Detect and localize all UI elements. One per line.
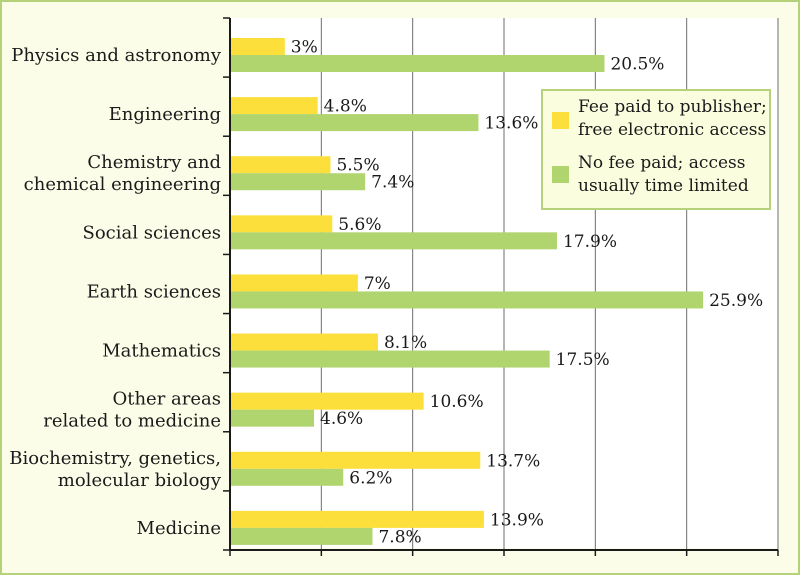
data-label: 5.6% xyxy=(338,215,381,235)
data-label: 13.6% xyxy=(484,114,538,134)
legend-line: No fee paid; access xyxy=(578,153,746,173)
category-label-line: Earth sciences xyxy=(87,281,221,302)
data-label: 6.2% xyxy=(349,468,392,488)
category-label-line: chemical engineering xyxy=(24,174,221,195)
category-label-line: Social sciences xyxy=(82,222,221,243)
legend-line: free electronic access xyxy=(578,120,766,140)
category-label-line: Biochemistry, genetics, xyxy=(9,448,221,469)
data-label: 8.1% xyxy=(384,333,427,353)
data-label: 25.9% xyxy=(709,291,763,311)
category-label: Engineering xyxy=(109,104,221,125)
category-label: Chemistry and chemical engineering xyxy=(24,152,221,195)
bar-no-fee xyxy=(230,55,605,72)
category-label-line: molecular biology xyxy=(58,470,222,491)
category-label-line: Physics and astronomy xyxy=(11,45,222,66)
data-label: 17.5% xyxy=(556,350,610,370)
category-label: Earth sciences xyxy=(87,281,221,302)
category-label-line: Other areas xyxy=(112,389,221,410)
legend-line: usually time limited xyxy=(578,176,749,196)
bar-fee-paid xyxy=(230,333,378,351)
legend-swatch-no-fee xyxy=(552,166,569,183)
bar-no-fee xyxy=(230,527,373,545)
bar-fee-paid xyxy=(230,97,318,115)
category-labels: Physics and astronomy Engineering Chemistr… xyxy=(9,45,222,539)
data-label: 4.6% xyxy=(320,409,363,429)
bar-fee-paid xyxy=(230,274,358,292)
bar-fee-paid xyxy=(230,215,333,233)
bar-fee-paid xyxy=(230,451,481,469)
bar-fee-paid xyxy=(230,392,424,410)
bar-no-fee xyxy=(230,173,366,191)
category-label: Biochemistry, genetics, molecular biology xyxy=(9,448,222,491)
legend-label-fee-paid: Fee paid to publisher; free electronic a… xyxy=(578,97,772,140)
data-label: 7.8% xyxy=(378,527,421,547)
data-label: 13.7% xyxy=(486,451,540,471)
bar-no-fee xyxy=(230,468,344,486)
category-label: Mathematics xyxy=(102,341,221,362)
legend-box xyxy=(541,89,771,210)
bar-no-fee xyxy=(230,291,704,309)
category-label-line: Engineering xyxy=(109,104,221,125)
category-label: Social sciences xyxy=(82,222,221,243)
legend-line: Fee paid to publisher; xyxy=(578,97,767,117)
bar-no-fee xyxy=(230,232,557,250)
data-label: 20.5% xyxy=(610,55,664,75)
legend-swatch-fee-paid xyxy=(552,112,569,129)
bar-fee-paid xyxy=(230,156,331,174)
category-label-line: related to medicine xyxy=(43,411,221,432)
legend: Fee paid to publisher; free electronic a… xyxy=(541,89,772,210)
bar-no-fee xyxy=(230,409,315,427)
bar-fee-paid xyxy=(230,38,285,55)
category-label: Physics and astronomy xyxy=(11,45,222,66)
data-label: 7% xyxy=(364,274,391,294)
category-label-line: Mathematics xyxy=(102,341,221,362)
data-label: 7.4% xyxy=(371,173,414,193)
axis-ticks xyxy=(223,17,779,556)
legend-label-no-fee: No fee paid; access usually time limited xyxy=(578,153,751,196)
category-label-line: Chemistry and xyxy=(87,152,221,173)
bars xyxy=(230,38,704,545)
bar-fee-paid xyxy=(230,510,484,528)
bar-no-fee xyxy=(230,114,479,132)
data-label: 17.9% xyxy=(563,232,617,252)
data-label: 3% xyxy=(291,38,318,58)
data-label: 4.8% xyxy=(324,97,367,117)
data-label: 10.6% xyxy=(430,392,484,412)
category-label-line: Medicine xyxy=(137,518,221,539)
bar-no-fee xyxy=(230,350,550,368)
category-label: Medicine xyxy=(137,518,221,539)
data-labels: 3% 20.5% 4.8% 13.6% 5.5%7.4% 5.6% 17.9% 7% 25.9%… xyxy=(291,38,763,548)
data-label: 13.9% xyxy=(490,510,544,530)
category-label: Other areas related to medicine xyxy=(43,389,221,432)
data-label: 5.5% xyxy=(336,156,379,176)
